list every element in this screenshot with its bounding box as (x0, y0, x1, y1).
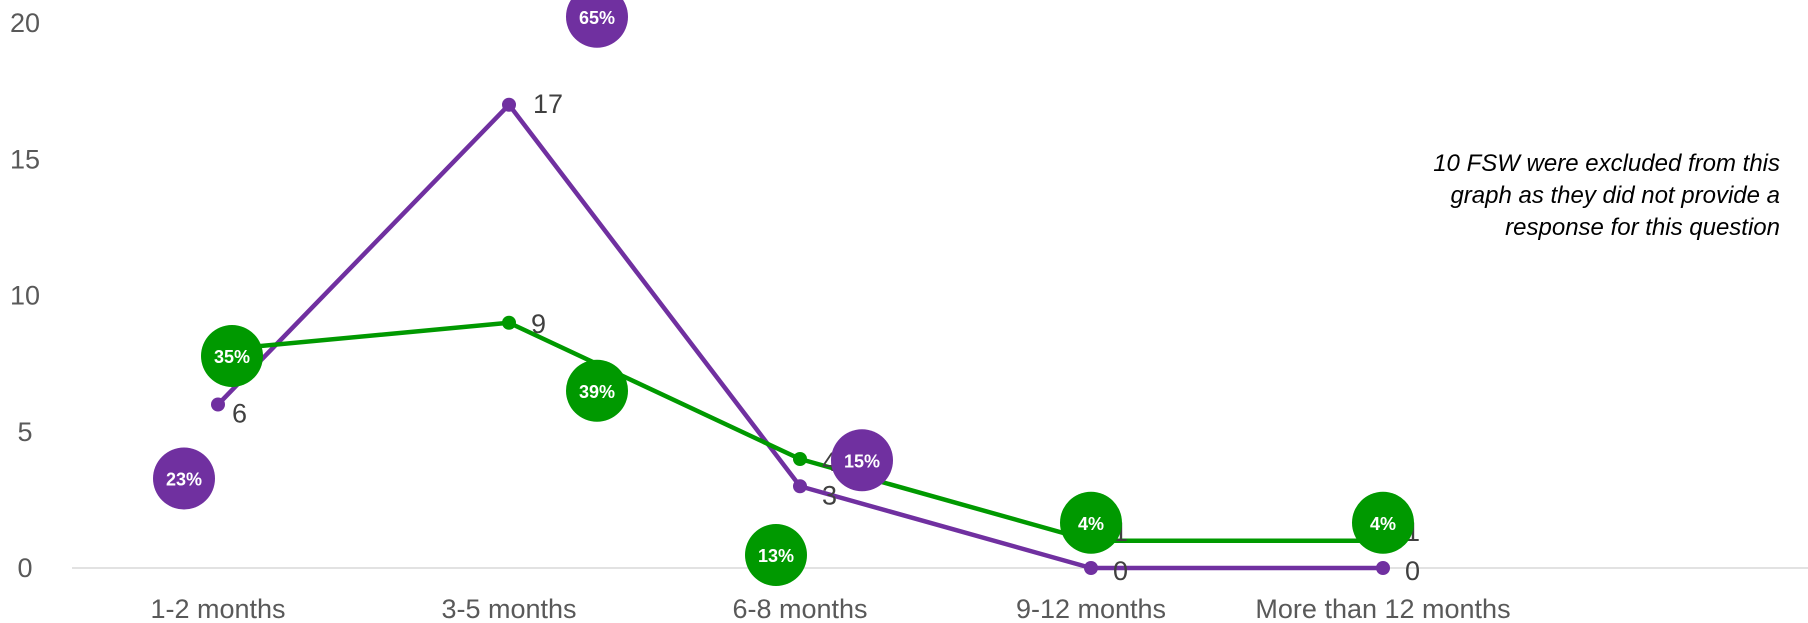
bubble-label: 23% (166, 470, 202, 490)
x-tick-label: 3-5 months (441, 594, 576, 623)
bubble-label: 13% (758, 546, 794, 566)
x-tick-label: More than 12 months (1255, 594, 1510, 623)
series-line (216, 102, 1383, 571)
percent-bubble: 4% (1352, 491, 1414, 554)
y-tick-label: 20 (10, 8, 40, 38)
y-tick-label: 0 (17, 553, 32, 583)
percent-bubble: 65% (566, 0, 628, 48)
data-label: 0 (1405, 556, 1420, 586)
chart-annotation: 10 FSW were excluded from this graph as … (1433, 150, 1780, 241)
data-point (793, 452, 807, 466)
percent-bubble: 15% (831, 429, 893, 492)
axes: 0 5 10 15 20 1-2 months 3-5 months 6-8 months 9-… (10, 8, 1808, 623)
bubble-label: 39% (579, 382, 615, 402)
series-2: 9411 (211, 309, 1420, 548)
bubble-circle (1352, 491, 1414, 554)
data-label: 0 (1113, 556, 1128, 586)
data-point (1376, 561, 1390, 575)
bubble-circle (745, 524, 807, 586)
data-label: 17 (533, 89, 563, 119)
series-line (217, 320, 1383, 543)
bubble-circle (566, 359, 628, 422)
percent-bubble: 13% (745, 524, 807, 586)
bubble-label: 4% (1370, 514, 1396, 534)
bubble-label: 35% (214, 347, 250, 367)
bubble-circle (1060, 491, 1122, 554)
data-point (211, 397, 225, 412)
percent-bubble: 23% (153, 447, 215, 510)
x-tick-label: 6-8 months (732, 594, 867, 623)
data-point (502, 315, 516, 330)
data-label: 6 (232, 399, 247, 429)
data-point (793, 479, 807, 494)
y-tick-label: 15 (10, 144, 40, 174)
percent-bubble: 35% (201, 325, 263, 387)
y-tick-label: 5 (17, 417, 32, 447)
series-layer: 6 17 3 0 0 9411 (211, 89, 1420, 586)
bubble-circle (831, 429, 893, 492)
data-label: 3 (822, 480, 837, 510)
bubble-circle (566, 0, 628, 48)
bubble-label: 4% (1078, 514, 1104, 534)
data-point (502, 97, 516, 112)
x-tick-label: 1-2 months (150, 594, 285, 623)
bubble-label: 15% (844, 451, 880, 471)
bubble-circle (153, 447, 215, 510)
percent-bubble: 4% (1060, 491, 1122, 554)
bubble-label: 65% (579, 8, 615, 28)
data-label: 9 (531, 309, 546, 339)
percent-bubble: 39% (566, 359, 628, 422)
bubble-circle (201, 325, 263, 387)
percent-bubbles: 23% 65% 15% 35% 39% 13% 4% 4% (153, 0, 1414, 586)
data-point (1084, 561, 1098, 575)
y-tick-label: 10 (10, 281, 40, 311)
series-1: 6 17 3 0 0 (211, 89, 1420, 586)
x-tick-label: 9-12 months (1016, 594, 1166, 623)
